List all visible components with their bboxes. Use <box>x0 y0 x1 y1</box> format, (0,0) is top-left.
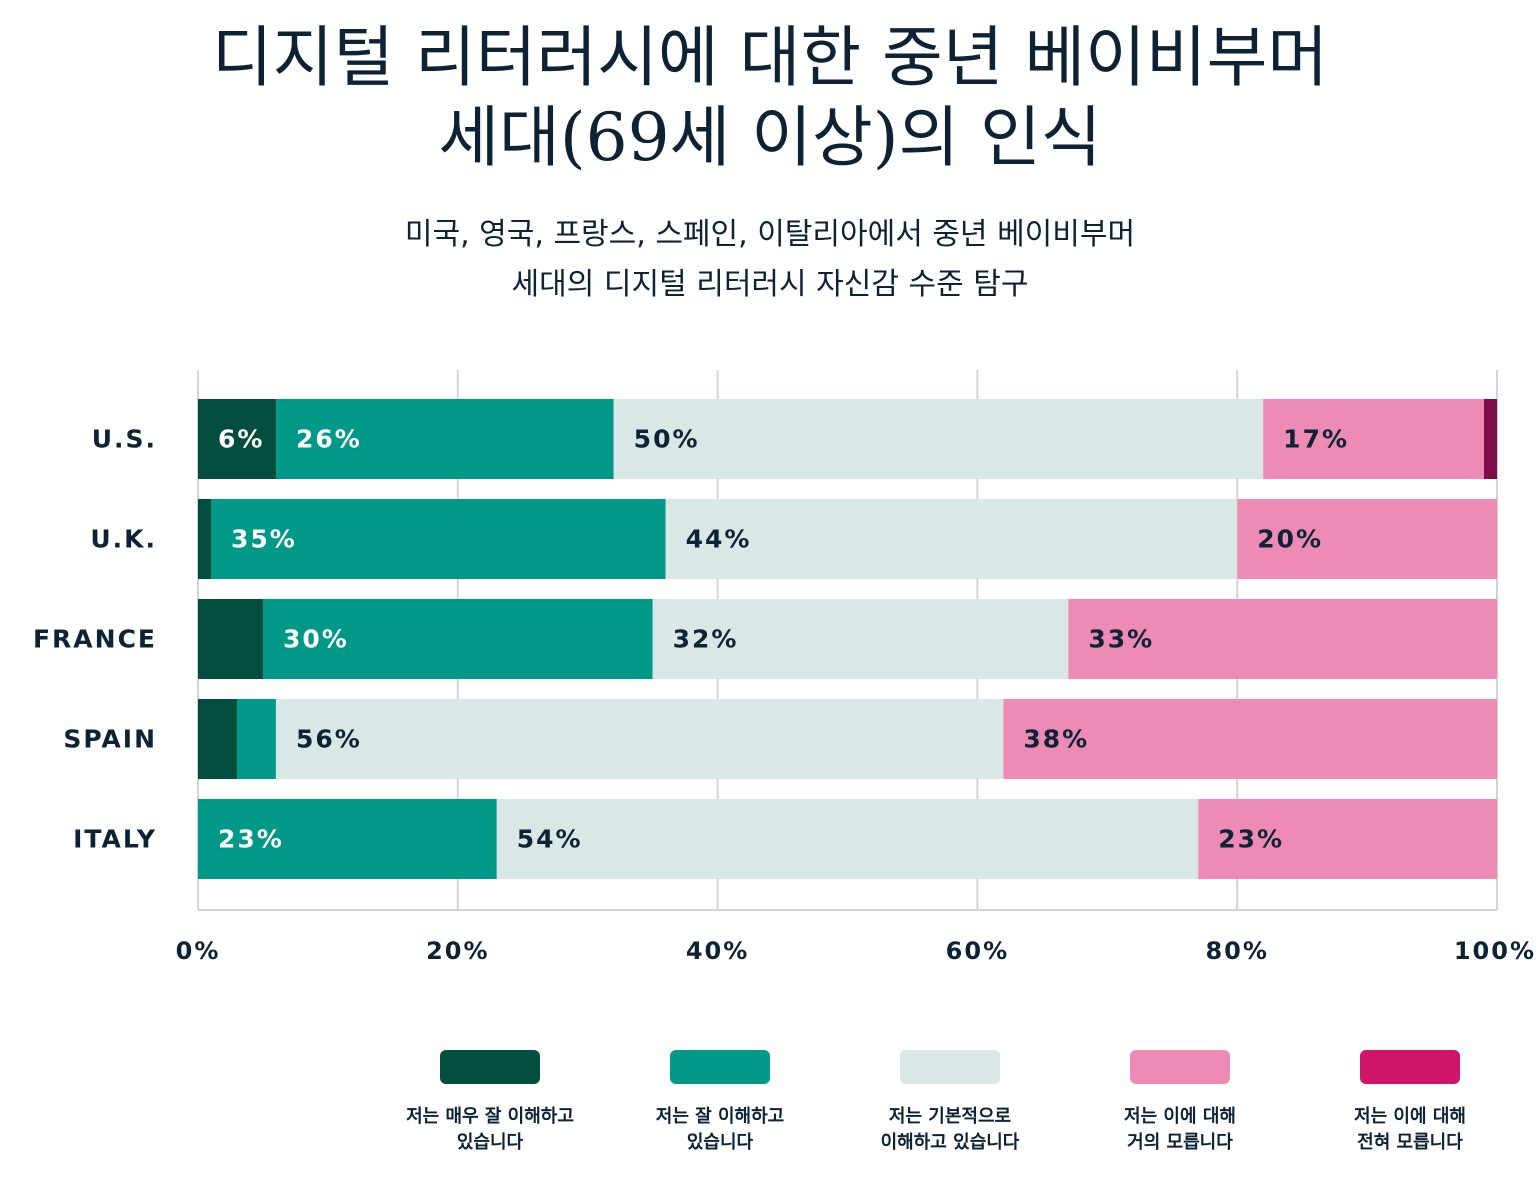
category-label: U.S. <box>92 425 157 454</box>
x-tick-label: 80% <box>1205 937 1268 965</box>
data-label: 54% <box>517 825 583 854</box>
bar-segment <box>275 399 614 479</box>
bar-segment <box>1003 699 1497 779</box>
legend-item: 저는 매우 잘 이해하고 있습니다 <box>375 1050 605 1156</box>
x-tick-label: 0% <box>176 937 221 965</box>
x-tick-label: 100% <box>1454 937 1536 965</box>
bar-segment <box>198 799 497 879</box>
bar-segment <box>1484 399 1497 479</box>
bar-segment <box>1237 499 1497 579</box>
data-label: 33% <box>1088 625 1154 654</box>
legend-item: 저는 잘 이해하고 있습니다 <box>605 1050 835 1156</box>
bar-segment <box>1198 799 1497 879</box>
legend-label: 저는 잘 이해하고 있습니다 <box>655 1106 785 1153</box>
x-tick-label: 40% <box>686 937 749 965</box>
legend-label: 저는 매우 잘 이해하고 있습니다 <box>406 1106 574 1153</box>
data-label: 23% <box>1218 825 1284 854</box>
bar-segment <box>262 599 653 679</box>
data-label: 26% <box>296 425 362 454</box>
category-label: SPAIN <box>63 725 157 754</box>
legend-swatch <box>900 1050 1000 1084</box>
legend-item: 저는 이에 대해 거의 모릅니다 <box>1065 1050 1295 1156</box>
category-label: ITALY <box>73 825 157 854</box>
chart-legend: 저는 매우 잘 이해하고 있습니다 저는 잘 이해하고 있습니다 저는 기본적으로 … <box>0 1050 1540 1178</box>
bar-segment <box>198 699 237 779</box>
data-label: 50% <box>634 425 700 454</box>
legend-label: 저는 기본적으로 이해하고 있습니다 <box>880 1106 1020 1153</box>
bar-segment <box>275 699 1004 779</box>
data-label: 30% <box>283 625 349 654</box>
legend-swatch <box>1360 1050 1460 1084</box>
legend-swatch <box>1130 1050 1230 1084</box>
data-label: 35% <box>231 525 297 554</box>
legend-label: 저는 이에 대해 거의 모릅니다 <box>1124 1106 1236 1153</box>
chart-subtitle-line2: 세대의 디지털 리터러시 자신감 수준 탐구 <box>511 267 1029 302</box>
x-tick-label: 60% <box>946 937 1009 965</box>
legend-label: 저는 이에 대해 전혀 모릅니다 <box>1354 1106 1466 1153</box>
legend-item: 저는 이에 대해 전혀 모릅니다 <box>1295 1050 1525 1156</box>
bar-segment <box>1263 399 1485 479</box>
legend-swatch <box>440 1050 540 1084</box>
bar-segment <box>236 699 276 779</box>
data-label: 17% <box>1283 425 1349 454</box>
data-label: 38% <box>1023 725 1089 754</box>
bar-segment <box>198 499 211 579</box>
chart-title-line2: 세대(69세 이상)의 인식 <box>438 99 1102 176</box>
data-label: 23% <box>218 825 284 854</box>
chart-title: 디지털 리터러시에 대한 중년 베이비부머 세대(69세 이상)의 인식 <box>0 18 1540 178</box>
data-label: 56% <box>296 725 362 754</box>
chart-subtitle-line1: 미국, 영국, 프랑스, 스페인, 이탈리아에서 중년 베이비부머 <box>404 217 1136 252</box>
chart-subtitle: 미국, 영국, 프랑스, 스페인, 이탈리아에서 중년 베이비부머 세대의 디지… <box>0 210 1540 310</box>
data-label: 20% <box>1257 525 1323 554</box>
bar-segment <box>198 599 263 679</box>
bar-segment <box>665 499 1238 579</box>
bar-segment <box>496 799 1199 879</box>
data-label: 44% <box>686 525 752 554</box>
bar-segment <box>613 399 1264 479</box>
bar-segment <box>198 399 276 479</box>
x-tick-label: 20% <box>426 937 489 965</box>
bar-segment <box>652 599 1069 679</box>
legend-item: 저는 기본적으로 이해하고 있습니다 <box>835 1050 1065 1156</box>
category-label: FRANCE <box>33 625 157 654</box>
stacked-bar-chart: U.S. 6% 26% 50% 17% U.K. 35% 44% 20% FRANCE 30% 32%… <box>33 370 1536 965</box>
legend-swatch <box>670 1050 770 1084</box>
bar-segment <box>1068 599 1497 679</box>
category-label: U.K. <box>90 525 157 554</box>
bar-segment <box>210 499 666 579</box>
chart-title-line1: 디지털 리터러시에 대한 중년 베이비부머 <box>211 19 1329 96</box>
data-label: 6% <box>218 425 264 454</box>
data-label: 32% <box>673 625 739 654</box>
